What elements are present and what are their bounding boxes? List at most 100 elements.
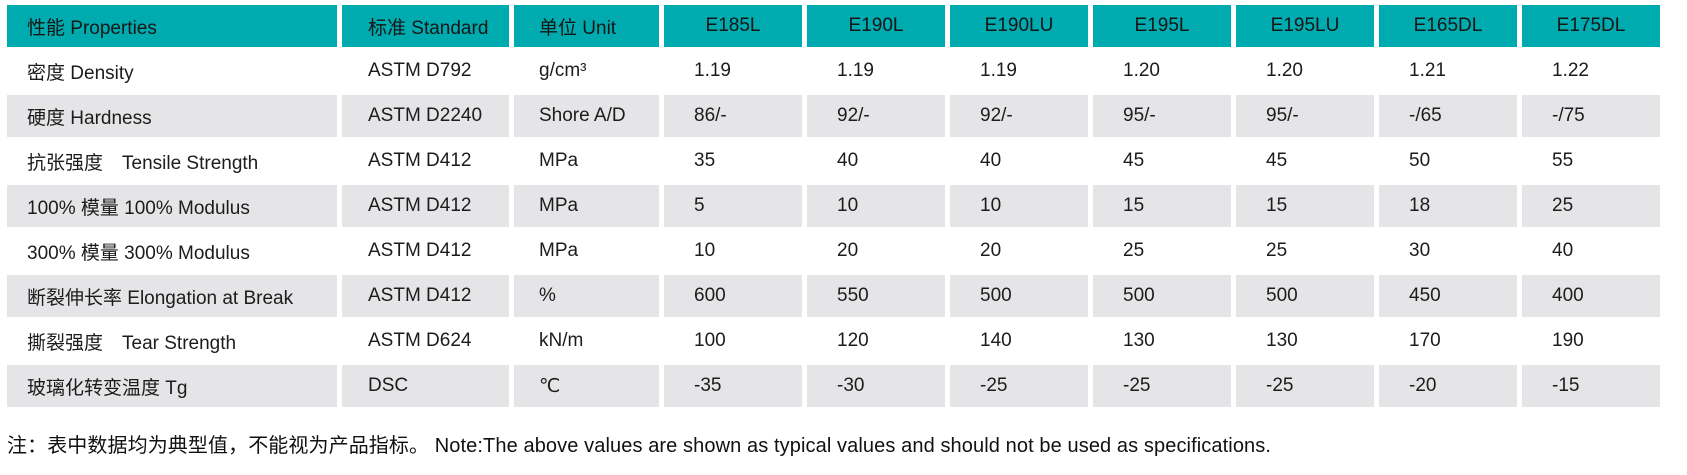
cell-value: 10 xyxy=(807,185,945,227)
cell-value: -25 xyxy=(950,365,1088,407)
column-header-standard: 标准 Standard xyxy=(342,5,509,47)
column-header-e195l: E195L xyxy=(1093,5,1231,47)
cell-value: 55 xyxy=(1522,140,1660,182)
column-header-e195lu: E195LU xyxy=(1236,5,1374,47)
column-header-e185l: E185L xyxy=(664,5,802,47)
cell-value: -25 xyxy=(1236,365,1374,407)
cell-value: -/75 xyxy=(1522,95,1660,137)
cell-value: 95/- xyxy=(1236,95,1374,137)
cell-unit: ℃ xyxy=(514,365,659,407)
cell-value: 20 xyxy=(807,230,945,272)
cell-property: 300% 模量 300% Modulus xyxy=(7,230,337,272)
cell-standard: ASTM D412 xyxy=(342,185,509,227)
table-row-density: 密度 Density ASTM D792 g/cm³ 1.19 1.19 1.1… xyxy=(7,50,1660,92)
cell-value: 1.19 xyxy=(664,50,802,92)
cell-value: 500 xyxy=(1093,275,1231,317)
header-row: 性能 Properties 标准 Standard 单位 Unit E185L … xyxy=(7,5,1660,47)
cell-value: 10 xyxy=(664,230,802,272)
cell-value: 92/- xyxy=(950,95,1088,137)
cell-unit: Shore A/D xyxy=(514,95,659,137)
cell-value: 25 xyxy=(1236,230,1374,272)
cell-standard: ASTM D412 xyxy=(342,230,509,272)
cell-value: 1.22 xyxy=(1522,50,1660,92)
column-header-properties: 性能 Properties xyxy=(7,5,337,47)
cell-value: 190 xyxy=(1522,320,1660,362)
cell-value: 450 xyxy=(1379,275,1517,317)
footnote: 注：表中数据均为典型值，不能视为产品指标。 Note:The above val… xyxy=(7,435,1272,457)
cell-value: 500 xyxy=(1236,275,1374,317)
cell-value: 600 xyxy=(664,275,802,317)
cell-value: 40 xyxy=(807,140,945,182)
cell-value: -15 xyxy=(1522,365,1660,407)
table-row-tg: 玻璃化转变温度 Tg DSC ℃ -35 -30 -25 -25 -25 -20… xyxy=(7,365,1660,407)
cell-property: 密度 Density xyxy=(7,50,337,92)
cell-value: 10 xyxy=(950,185,1088,227)
cell-value: 86/- xyxy=(664,95,802,137)
cell-property: 断裂伸长率 Elongation at Break xyxy=(7,275,337,317)
cell-value: -35 xyxy=(664,365,802,407)
column-header-unit: 单位 Unit xyxy=(514,5,659,47)
cell-property: 抗张强度 Tensile Strength xyxy=(7,140,337,182)
table-row-tensile-strength: 抗张强度 Tensile Strength ASTM D412 MPa 35 4… xyxy=(7,140,1660,182)
cell-unit: kN/m xyxy=(514,320,659,362)
table-row-300-modulus: 300% 模量 300% Modulus ASTM D412 MPa 10 20… xyxy=(7,230,1660,272)
column-header-e190l: E190L xyxy=(807,5,945,47)
cell-value: 100 xyxy=(664,320,802,362)
cell-property: 撕裂强度 Tear Strength xyxy=(7,320,337,362)
column-header-e175dl: E175DL xyxy=(1522,5,1660,47)
cell-value: 1.20 xyxy=(1093,50,1231,92)
cell-value: 400 xyxy=(1522,275,1660,317)
cell-value: 45 xyxy=(1093,140,1231,182)
cell-value: 500 xyxy=(950,275,1088,317)
cell-standard: ASTM D412 xyxy=(342,140,509,182)
cell-unit: % xyxy=(514,275,659,317)
cell-value: 18 xyxy=(1379,185,1517,227)
cell-value: 25 xyxy=(1093,230,1231,272)
table-row-tear-strength: 撕裂强度 Tear Strength ASTM D624 kN/m 100 12… xyxy=(7,320,1660,362)
cell-value: 15 xyxy=(1236,185,1374,227)
cell-value: 1.19 xyxy=(950,50,1088,92)
table-row-hardness: 硬度 Hardness ASTM D2240 Shore A/D 86/- 92… xyxy=(7,95,1660,137)
column-header-e165dl: E165DL xyxy=(1379,5,1517,47)
table-row-elongation: 断裂伸长率 Elongation at Break ASTM D412 % 60… xyxy=(7,275,1660,317)
cell-value: 25 xyxy=(1522,185,1660,227)
cell-value: 40 xyxy=(1522,230,1660,272)
cell-value: 120 xyxy=(807,320,945,362)
cell-standard: ASTM D412 xyxy=(342,275,509,317)
cell-value: 50 xyxy=(1379,140,1517,182)
cell-property: 100% 模量 100% Modulus xyxy=(7,185,337,227)
cell-value: 170 xyxy=(1379,320,1517,362)
cell-value: 40 xyxy=(950,140,1088,182)
cell-value: -30 xyxy=(807,365,945,407)
cell-unit: g/cm³ xyxy=(514,50,659,92)
cell-value: 92/- xyxy=(807,95,945,137)
cell-value: 130 xyxy=(1093,320,1231,362)
cell-value: 20 xyxy=(950,230,1088,272)
cell-unit: MPa xyxy=(514,140,659,182)
cell-standard: ASTM D2240 xyxy=(342,95,509,137)
cell-value: -25 xyxy=(1093,365,1231,407)
datasheet-section: 性能 Properties 标准 Standard 单位 Unit E185L … xyxy=(2,2,1665,457)
cell-value: 15 xyxy=(1093,185,1231,227)
cell-value: 35 xyxy=(664,140,802,182)
cell-value: 1.19 xyxy=(807,50,945,92)
cell-value: 95/- xyxy=(1093,95,1231,137)
column-header-e190lu: E190LU xyxy=(950,5,1088,47)
cell-standard: DSC xyxy=(342,365,509,407)
cell-value: 140 xyxy=(950,320,1088,362)
cell-value: 130 xyxy=(1236,320,1374,362)
cell-value: -20 xyxy=(1379,365,1517,407)
table-row-100-modulus: 100% 模量 100% Modulus ASTM D412 MPa 5 10 … xyxy=(7,185,1660,227)
cell-value: 1.21 xyxy=(1379,50,1517,92)
cell-unit: MPa xyxy=(514,185,659,227)
properties-table: 性能 Properties 标准 Standard 单位 Unit E185L … xyxy=(2,2,1665,410)
cell-standard: ASTM D792 xyxy=(342,50,509,92)
cell-value: 550 xyxy=(807,275,945,317)
cell-value: 45 xyxy=(1236,140,1374,182)
cell-property: 玻璃化转变温度 Tg xyxy=(7,365,337,407)
cell-unit: MPa xyxy=(514,230,659,272)
cell-standard: ASTM D624 xyxy=(342,320,509,362)
cell-value: 1.20 xyxy=(1236,50,1374,92)
cell-value: -/65 xyxy=(1379,95,1517,137)
cell-value: 5 xyxy=(664,185,802,227)
